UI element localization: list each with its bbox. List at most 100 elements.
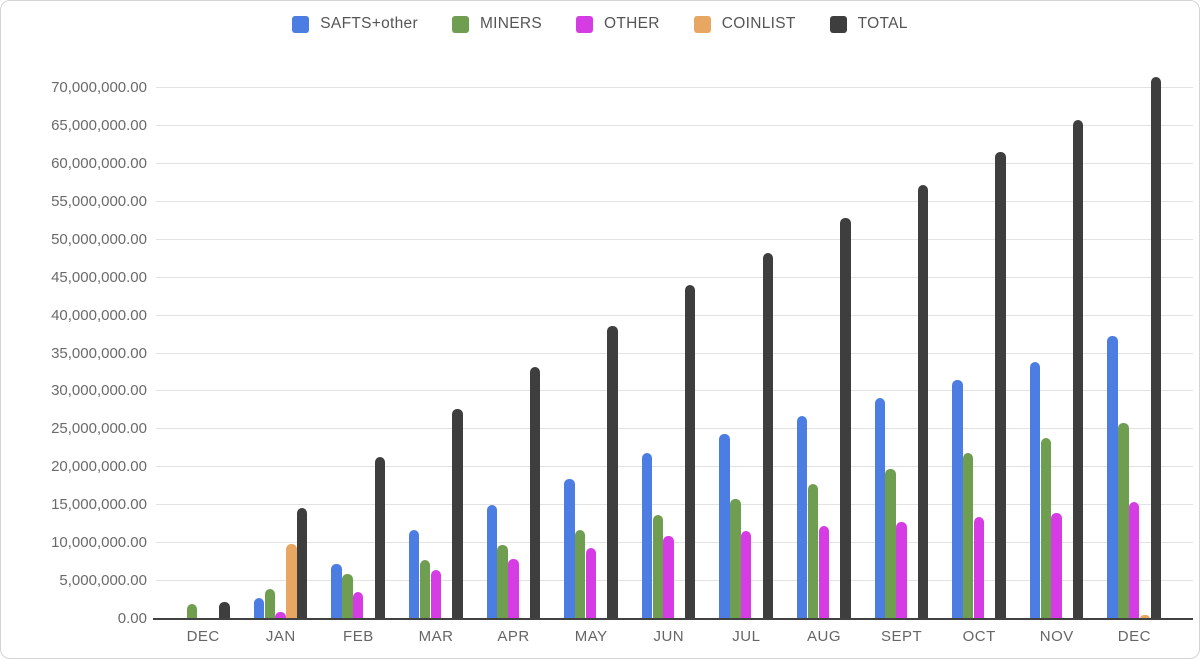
gridline-45m bbox=[156, 276, 1193, 278]
bar-other-may-5 bbox=[585, 547, 597, 619]
x-axis-label-nov-11: NOV bbox=[1039, 628, 1074, 645]
bar-total-may-5 bbox=[607, 326, 618, 619]
legend-item-coinlist: COINLIST bbox=[693, 15, 796, 33]
y-axis-label: 25,000,000.00 bbox=[51, 420, 147, 438]
bar-miners-may-5 bbox=[574, 529, 586, 619]
bar-other-oct-10 bbox=[973, 517, 985, 619]
y-axis-label: 30,000,000.00 bbox=[51, 382, 147, 400]
gridline-5m bbox=[156, 580, 1193, 582]
gridline-30m bbox=[156, 390, 1193, 392]
y-axis-label: 10,000,000.00 bbox=[51, 534, 147, 552]
bar-other-jul-7 bbox=[740, 531, 752, 619]
x-axis-label-apr-4: APR bbox=[497, 628, 530, 645]
gridline-15m bbox=[156, 504, 1193, 506]
x-axis-label-aug-8: AUG bbox=[806, 628, 841, 645]
bar-other-feb-2 bbox=[352, 592, 364, 619]
x-axis-label-jan-1: JAN bbox=[265, 628, 296, 645]
y-axis-label: 60,000,000.00 bbox=[51, 154, 147, 172]
legend-swatch-other bbox=[576, 15, 594, 33]
bar-other-sept-9 bbox=[896, 521, 907, 619]
y-axis-label: 5,000,000.00 bbox=[59, 572, 147, 590]
gridline-10m bbox=[156, 542, 1193, 544]
bar-coinlist-jan-1 bbox=[286, 543, 297, 619]
bar-miners-dec-0 bbox=[186, 603, 198, 619]
bar-other-mar-3 bbox=[430, 570, 442, 619]
bar-total-mar-3 bbox=[452, 408, 463, 619]
legend-label: SAFTS+other bbox=[320, 15, 418, 32]
bar-other-apr-4 bbox=[508, 559, 519, 619]
gridline-60m bbox=[156, 162, 1193, 164]
legend-swatch-coinlist bbox=[693, 15, 711, 33]
legend-label: TOTAL bbox=[857, 15, 908, 32]
bar-other-jun-6 bbox=[663, 535, 674, 619]
legend-swatch-total bbox=[829, 15, 847, 33]
y-axis-label: 70,000,000.00 bbox=[51, 79, 147, 96]
bar-other-nov-11 bbox=[1051, 512, 1062, 619]
legend-swatch-miners bbox=[451, 15, 469, 33]
gridline-70m bbox=[156, 87, 1193, 88]
x-axis-label-sept-9: SEPT bbox=[881, 628, 923, 645]
bar-safts-other-jul-7 bbox=[719, 433, 730, 619]
gridline-25m bbox=[156, 428, 1193, 430]
bar-total-feb-2 bbox=[374, 457, 386, 619]
legend-label: OTHER bbox=[604, 15, 660, 32]
bar-total-jul-7 bbox=[762, 252, 774, 619]
y-axis-label: 40,000,000.00 bbox=[51, 306, 147, 324]
bar-total-dec-0 bbox=[219, 602, 230, 619]
bar-other-dec-12 bbox=[1128, 502, 1140, 619]
legend-label: COINLIST bbox=[721, 15, 796, 32]
legend-item-safts-other: SAFTS+other bbox=[292, 15, 418, 33]
x-axis-label-mar-3: MAR bbox=[418, 628, 454, 645]
bar-total-sept-9 bbox=[917, 185, 929, 619]
bar-total-jun-6 bbox=[684, 285, 696, 619]
bar-safts-other-dec-12 bbox=[1107, 336, 1118, 619]
legend-swatch-safts-other bbox=[292, 15, 310, 33]
legend-item-other: OTHER bbox=[576, 15, 660, 33]
plot-area bbox=[153, 76, 1193, 620]
y-axis-label: 45,000,000.00 bbox=[51, 268, 147, 286]
bar-safts-other-may-5 bbox=[564, 478, 575, 619]
bar-total-aug-8 bbox=[840, 218, 851, 619]
bar-total-apr-4 bbox=[529, 367, 541, 619]
x-axis-label-jul-7: JUL bbox=[732, 628, 761, 645]
bar-safts-other-oct-10 bbox=[952, 380, 963, 619]
bar-safts-other-jun-6 bbox=[641, 452, 653, 619]
bar-miners-mar-3 bbox=[419, 559, 431, 619]
bar-total-oct-10 bbox=[995, 151, 1006, 619]
bar-safts-other-apr-4 bbox=[486, 505, 498, 619]
legend-item-miners: MINERS bbox=[451, 15, 543, 33]
bar-miners-aug-8 bbox=[807, 483, 819, 619]
gridline-50m bbox=[156, 238, 1193, 240]
gridline-55m bbox=[156, 200, 1193, 202]
bar-miners-nov-11 bbox=[1040, 437, 1052, 619]
y-axis-label: 55,000,000.00 bbox=[51, 192, 147, 210]
y-axis-label: 35,000,000.00 bbox=[51, 344, 147, 362]
x-axis-label-dec-0: DEC bbox=[186, 628, 220, 645]
x-axis-label-jun-6: JUN bbox=[653, 628, 685, 645]
y-axis-label: 15,000,000.00 bbox=[51, 496, 147, 514]
x-axis-label-dec-12: DEC bbox=[1117, 628, 1151, 645]
bar-total-nov-11 bbox=[1072, 119, 1084, 619]
bar-miners-feb-2 bbox=[342, 573, 353, 619]
bar-safts-other-nov-11 bbox=[1029, 361, 1041, 619]
y-axis-label: 50,000,000.00 bbox=[51, 230, 147, 248]
bar-other-aug-8 bbox=[818, 526, 830, 619]
x-axis-line bbox=[153, 618, 1193, 620]
bar-total-jan-1 bbox=[296, 508, 308, 619]
legend-label: MINERS bbox=[479, 15, 543, 32]
bar-other-jan-1 bbox=[275, 612, 286, 619]
bar-miners-dec-12 bbox=[1118, 422, 1129, 619]
bar-miners-jan-1 bbox=[264, 588, 276, 619]
legend-item-total: TOTAL bbox=[829, 15, 908, 33]
bar-miners-sept-9 bbox=[885, 468, 896, 619]
x-axis-label-may-5: MAY bbox=[574, 628, 608, 645]
gridline-20m bbox=[156, 466, 1193, 468]
x-axis-label-oct-10: OCT bbox=[962, 628, 996, 645]
y-axis-label: 20,000,000.00 bbox=[51, 458, 147, 476]
gridline-35m bbox=[156, 352, 1193, 354]
gridline-40m bbox=[156, 314, 1193, 316]
legend: SAFTS+other MINERS OTHER COINLIST TOTAL bbox=[1, 15, 1199, 33]
x-axis-label-feb-2: FEB bbox=[343, 628, 374, 645]
y-axis-label: 0.00 bbox=[117, 610, 147, 627]
